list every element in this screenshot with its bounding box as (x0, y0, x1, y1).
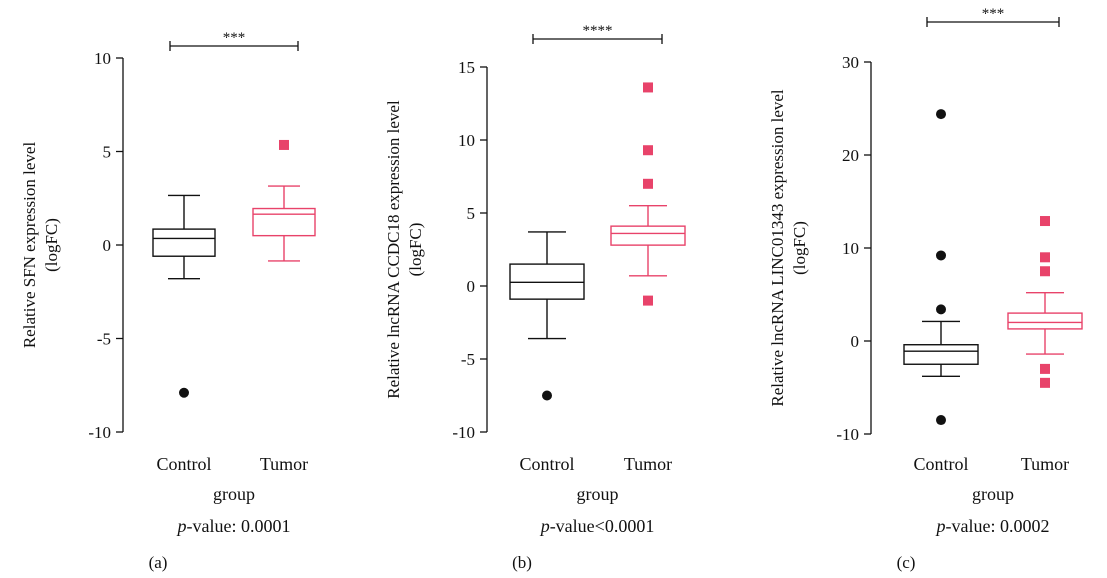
x-category-label: Tumor (260, 454, 308, 474)
outlier-point (643, 295, 653, 306)
box-tumor (252, 139, 316, 262)
outlier-point (1040, 266, 1050, 277)
box-iqr (509, 263, 585, 300)
y-tick-label: 0 (851, 332, 860, 351)
panel-label: (c) (897, 553, 916, 572)
outlier-point (1040, 363, 1050, 374)
outlier-point (643, 145, 653, 156)
y-tick-label: -5 (461, 350, 475, 369)
outlier-point (643, 82, 653, 93)
box-iqr (1007, 312, 1083, 330)
box-tumor (1007, 216, 1083, 388)
outlier-point (936, 250, 946, 261)
significance-stars: *** (223, 30, 246, 46)
y-tick-label: 0 (467, 277, 476, 296)
outlier-point (1040, 252, 1050, 263)
y-tick-label: -10 (88, 423, 111, 442)
p-value-text: -value<0.0001 (550, 516, 655, 536)
p-value-text: -value: 0.0002 (946, 516, 1050, 536)
y-tick-label: 30 (842, 53, 859, 72)
box-control (152, 194, 216, 398)
p-value-text: -value: 0.0001 (187, 516, 291, 536)
x-category-label: Control (519, 454, 574, 474)
significance-stars: *** (982, 6, 1005, 22)
significance-stars: **** (583, 23, 613, 39)
y-axis-title: Relative lncRNA LINC01343 expression lev… (768, 89, 787, 407)
y-axis-title-unit: (logFC) (42, 218, 61, 272)
panel-c: 30 20 10 0 -10 Relative lncRNA LINC01343 expr… (768, 6, 1083, 572)
box-tumor (610, 82, 686, 306)
p-value-italic: p (176, 516, 187, 536)
y-tick-label: 5 (103, 143, 112, 162)
y-tick-label: 10 (94, 49, 111, 68)
x-category-label: Tumor (1021, 454, 1069, 474)
panel-label: (a) (149, 553, 168, 572)
box-iqr (903, 344, 979, 365)
p-value-label: p-value: 0.0002 (935, 516, 1050, 536)
panel-a: 10 5 0 -5 -10 Relative SFN expression level (l… (20, 30, 316, 572)
x-category-label: Tumor (624, 454, 672, 474)
x-category-label: Control (156, 454, 211, 474)
panel-label: (b) (512, 553, 532, 572)
box-iqr (610, 225, 686, 246)
y-axis-title: Relative SFN expression level (20, 142, 39, 349)
y-tick-label: 20 (842, 146, 859, 165)
y-axis-title-unit: (logFC) (790, 221, 809, 275)
box-control (509, 231, 585, 401)
box-control (903, 109, 979, 426)
outlier-point (936, 415, 946, 426)
x-axis-title: group (577, 484, 619, 504)
box-iqr (252, 207, 316, 237)
p-value-italic: p (935, 516, 946, 536)
outlier-point (542, 390, 552, 401)
x-axis-title: group (213, 484, 255, 504)
y-tick-label: -10 (836, 425, 859, 444)
p-value-label: p-value<0.0001 (539, 516, 655, 536)
outlier-point (643, 178, 653, 189)
outlier-point (1040, 377, 1050, 388)
p-value-label: p-value: 0.0001 (176, 516, 291, 536)
y-tick-label: -10 (452, 423, 475, 442)
y-tick-label: 15 (458, 58, 475, 77)
x-axis-title: group (972, 484, 1014, 504)
y-tick-label: 10 (458, 131, 475, 150)
panel-b: 15 10 5 0 -5 -10 Relative lncRNA CCDC18 expres… (384, 23, 686, 572)
p-value-italic: p (539, 516, 550, 536)
y-axis-title: Relative lncRNA CCDC18 expression level (384, 100, 403, 399)
x-category-label: Control (913, 454, 968, 474)
y-tick-label: 0 (103, 236, 112, 255)
outlier-point (1040, 216, 1050, 227)
outlier-point (179, 387, 189, 398)
outlier-point (936, 304, 946, 315)
outlier-point (936, 109, 946, 120)
outlier-point (279, 139, 289, 150)
box-iqr (152, 228, 216, 257)
y-axis-title-unit: (logFC) (406, 223, 425, 277)
y-tick-label: 5 (467, 204, 476, 223)
y-tick-label: 10 (842, 239, 859, 258)
y-tick-label: -5 (97, 330, 111, 349)
